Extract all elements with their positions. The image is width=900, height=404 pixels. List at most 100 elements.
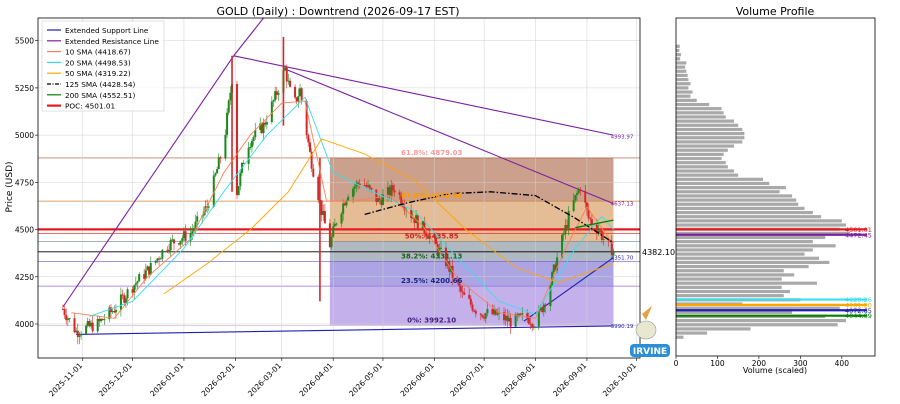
legend-label-6: 200 SMA (4552.51)	[65, 91, 136, 100]
volume-bar-17	[676, 264, 809, 269]
candle-body-23	[113, 311, 116, 313]
candle-body-141	[388, 187, 391, 196]
candle-body-198	[519, 313, 522, 315]
volume-bar-63	[676, 73, 688, 78]
candle-body-116	[330, 236, 333, 248]
candle-body-24	[114, 309, 117, 313]
volume-bar-0	[676, 335, 684, 339]
candle-body-210	[549, 285, 552, 307]
volume-bar-24	[676, 235, 826, 240]
y-tick-label-4: 5000	[15, 131, 34, 140]
volume-bar-30	[676, 210, 813, 215]
candle-body-56	[191, 231, 194, 234]
candle-body-110	[317, 176, 320, 200]
candle-body-27	[123, 295, 126, 303]
candle-body-191	[504, 315, 507, 321]
candle-body-155	[421, 221, 424, 229]
candle-body-238	[612, 250, 615, 256]
candle-body-215	[561, 234, 564, 258]
candle-body-219	[567, 210, 570, 228]
candle-body-3	[66, 318, 69, 321]
candle-body-144	[393, 190, 396, 193]
legend-label-3: 20 SMA (4498.53)	[65, 58, 131, 67]
candle-body-170	[456, 277, 459, 283]
volume-bar-31	[676, 206, 805, 210]
irvine-logo: IRVINE	[630, 306, 670, 357]
volume-marker-label-3: 4101.20	[845, 301, 872, 309]
candle-body-102	[297, 96, 300, 102]
x-tick-label-3: 2026-02-01	[200, 361, 237, 398]
candle-body-177	[471, 304, 474, 311]
candle-body-206	[539, 307, 542, 310]
candle-body-185	[491, 309, 494, 315]
candle-body-209	[544, 304, 547, 307]
candle-body-124	[347, 196, 350, 201]
candle-body-94	[277, 92, 280, 95]
volume-bar-29	[676, 215, 822, 219]
volume-bar-37	[676, 181, 770, 186]
x-tick-label-10: 2026-09-01	[551, 361, 588, 398]
candle-body-103	[299, 88, 302, 97]
candle-body-126	[353, 186, 356, 189]
volume-bar-40	[676, 169, 735, 173]
candle-body-143	[391, 185, 394, 191]
volume-bar-12	[676, 285, 782, 289]
fibonacci-zones	[38, 157, 640, 326]
candle-body-51	[179, 240, 182, 245]
candle-body-0	[61, 308, 64, 310]
candle-body-91	[272, 100, 275, 102]
candle-body-123	[345, 200, 348, 206]
candle-body-117	[332, 226, 335, 237]
candle-body-132	[367, 185, 370, 187]
candle-body-195	[514, 314, 517, 327]
candle-body-72	[227, 100, 230, 113]
volume-x-tick-label-3: 300	[793, 359, 808, 368]
candle-body-121	[342, 203, 345, 214]
volume-bar-69	[676, 48, 680, 53]
candle-body-65	[212, 175, 215, 207]
candle-body-45	[166, 249, 169, 251]
candle-body-18	[101, 318, 104, 321]
candle-body-53	[182, 231, 185, 239]
candle-body-22	[111, 311, 114, 313]
candle-body-174	[463, 292, 466, 295]
candle-body-231	[597, 230, 600, 233]
candle-body-41	[156, 258, 159, 261]
volume-bar-15	[676, 273, 795, 277]
legend-label-4: 50 SMA (4319.22)	[65, 69, 131, 78]
candle-body-11	[86, 321, 89, 326]
candle-body-46	[168, 249, 171, 251]
candle-body-202	[529, 323, 532, 325]
candle-body-183	[484, 313, 487, 319]
candle-body-87	[262, 122, 265, 134]
candle-body-108	[310, 151, 313, 169]
candle-body-67	[216, 169, 219, 174]
candle-body-228	[589, 218, 592, 220]
volume-x-tick-label-1: 100	[710, 359, 725, 368]
candle-body-122	[343, 203, 346, 206]
candle-body-128	[357, 182, 360, 184]
legend: Extended Support Line Extended Resistance…	[41, 20, 165, 112]
candle-body-47	[169, 239, 172, 251]
price-chart: GOLD (Daily) : Downtrend (2026-09-17 EST…	[5, 5, 675, 398]
candle-body-145	[398, 192, 401, 195]
candle-body-71	[226, 112, 229, 135]
candle-body-26	[121, 294, 124, 296]
volume-axes: 0 100 200 300 400	[674, 17, 876, 368]
volume-bar-16	[676, 269, 784, 273]
candle-body-79	[242, 162, 245, 164]
resistance-line-2	[284, 68, 614, 205]
candle-body-129	[358, 183, 361, 186]
volume-bar-49	[676, 132, 745, 136]
candle-body-180	[479, 313, 482, 315]
volume-bar-42	[676, 161, 726, 165]
candle-body-201	[527, 317, 530, 324]
candle-body-236	[609, 240, 612, 242]
volume-bar-46	[676, 144, 735, 148]
volume-bar-68	[676, 53, 681, 57]
volume-bar-43	[676, 156, 722, 161]
volume-marker-label-5: 4044.09	[845, 312, 872, 320]
fib-zone-0	[329, 157, 614, 202]
